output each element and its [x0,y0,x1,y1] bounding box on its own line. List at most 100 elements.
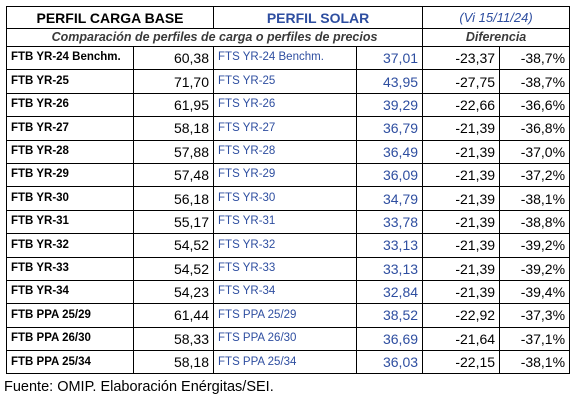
difference-percent: -37,3% [499,303,571,328]
base-price-value: 57,48 [132,162,215,188]
base-price-value: 58,33 [132,326,215,352]
difference-percent: -37,1% [499,326,571,352]
difference-percent: -39,4% [499,279,571,305]
base-product-name: FTB PPA 25/29 [6,303,134,328]
difference-absolute: -27,75 [422,69,501,94]
difference-absolute: -21,39 [422,162,501,188]
solar-product-name: FTS YR-25 [213,69,358,94]
difference-percent: -38,7% [499,45,571,71]
base-price-value: 61,44 [132,303,215,328]
solar-price-value: 36,09 [356,162,424,188]
table-row: FTB YR-33 54,52 FTS YR-33 33,13 -21,39 -39,2% [6,256,571,281]
header-row: PERFIL CARGA BASE PERFIL SOLAR (Vi 15/11… [5,6,571,29]
solar-product-name: FTS YR-26 [213,92,358,118]
solar-profile-title: PERFIL SOLAR [213,6,424,29]
table-row: FTB YR-32 54,52 FTS YR-32 33,13 -21,39 -39,2% [6,233,571,258]
table-row: FTB YR-25 71,70 FTS YR-25 43,95 -27,75 -38,7% [6,69,571,94]
solar-product-name: FTS YR-28 [213,139,358,164]
solar-price-value: 36,49 [356,139,424,164]
base-price-value: 56,18 [132,186,215,211]
base-product-name: FTB YR-30 [6,186,134,211]
solar-price-value: 36,03 [356,350,424,375]
base-product-name: FTB YR-25 [6,69,134,94]
solar-price-value: 33,13 [356,233,424,258]
solar-product-name: FTS YR-31 [213,209,358,235]
solar-price-value: 36,79 [356,116,424,141]
base-product-name: FTB PPA 26/30 [6,326,134,352]
difference-percent: -37,2% [499,162,571,188]
base-price-value: 55,17 [132,209,215,235]
difference-absolute: -21,39 [422,139,501,164]
table-row: FTB YR-34 54,23 FTS YR-34 32,84 -21,39 -39,4% [6,279,571,305]
table-row: FTB YR-31 55,17 FTS YR-31 33,78 -21,39 -38,8% [6,209,571,235]
solar-price-value: 32,84 [356,279,424,305]
difference-percent: -39,2% [499,233,571,258]
base-product-name: FTB PPA 25/34 [6,350,134,375]
base-product-name: FTB YR-28 [6,139,134,164]
solar-product-name: FTS PPA 25/29 [213,303,358,328]
solar-price-value: 33,13 [356,256,424,281]
solar-product-name: FTS YR-30 [213,186,358,211]
base-product-name: FTB YR-27 [6,116,134,141]
base-price-value: 61,95 [132,92,215,118]
solar-price-value: 39,29 [356,92,424,118]
difference-absolute: -21,39 [422,209,501,235]
solar-price-value: 36,69 [356,326,424,352]
table-row: FTB PPA 25/34 58,18 FTS PPA 25/34 36,03 -22,… [6,350,571,375]
base-price-value: 57,88 [132,139,215,164]
solar-product-name: FTS PPA 26/30 [213,326,358,352]
base-product-name: FTB YR-24 Benchm. [6,45,134,71]
solar-price-value: 33,78 [356,209,424,235]
difference-percent: -38,1% [499,350,571,375]
price-comparison-table: PERFIL CARGA BASE PERFIL SOLAR (Vi 15/11… [5,6,571,375]
base-price-value: 54,23 [132,279,215,305]
base-product-name: FTB YR-29 [6,162,134,188]
difference-absolute: -22,15 [422,350,501,375]
base-price-value: 58,18 [132,350,215,375]
difference-absolute: -21,39 [422,233,501,258]
base-price-value: 58,18 [132,116,215,141]
solar-product-name: FTS YR-24 Benchm. [213,45,358,71]
base-price-value: 54,52 [132,256,215,281]
solar-product-name: FTS YR-34 [213,279,358,305]
difference-absolute: -21,39 [422,186,501,211]
difference-percent: -36,6% [499,92,571,118]
solar-product-name: FTS PPA 25/34 [213,350,358,375]
solar-price-value: 43,95 [356,69,424,94]
table-body: PERFIL CARGA BASE PERFIL SOLAR (Vi 15/11… [5,6,571,375]
base-product-name: FTB YR-33 [6,256,134,281]
solar-price-value: 34,79 [356,186,424,211]
difference-absolute: -23,37 [422,45,501,71]
table-row: FTB YR-26 61,95 FTS YR-26 39,29 -22,66 -36,6% [6,92,571,118]
solar-price-value: 38,52 [356,303,424,328]
table-row: FTB PPA 26/30 58,33 FTS PPA 26/30 36,69 -21,… [6,326,571,352]
date-label: (Vi 15/11/24) [422,6,571,29]
solar-product-name: FTS YR-27 [213,116,358,141]
difference-absolute: -22,66 [422,92,501,118]
difference-percent: -38,7% [499,69,571,94]
difference-percent: -38,8% [499,209,571,235]
source-note: Fuente: OMIP. Elaboración Enérgitas/SEI. [4,379,274,395]
base-profile-title: PERFIL CARGA BASE [5,6,215,29]
comparison-label: Comparación de perfiles de carga o perfi… [5,28,424,47]
difference-absolute: -21,39 [422,256,501,281]
solar-product-name: FTS YR-33 [213,256,358,281]
base-product-name: FTB YR-31 [6,209,134,235]
subheader-row: Comparación de perfiles de carga o perfi… [5,28,571,47]
difference-absolute: -21,64 [422,326,501,352]
table-row: FTB YR-27 58,18 FTS YR-27 36,79 -21,39 -36,8% [6,116,571,141]
difference-absolute: -21,39 [422,279,501,305]
difference-label: Diferencia [422,28,571,47]
difference-percent: -36,8% [499,116,571,141]
difference-percent: -38,1% [499,186,571,211]
table-row: FTB YR-30 56,18 FTS YR-30 34,79 -21,39 -38,1% [6,186,571,211]
solar-product-name: FTS YR-32 [213,233,358,258]
base-price-value: 71,70 [132,69,215,94]
table-row: FTB YR-29 57,48 FTS YR-29 36,09 -21,39 -37,2% [6,162,571,188]
base-product-name: FTB YR-32 [6,233,134,258]
table-row: FTB YR-28 57,88 FTS YR-28 36,49 -21,39 -37,0% [6,139,571,164]
table-row: FTB YR-24 Benchm. 60,38 FTS YR-24 Benchm. 3… [6,45,571,71]
difference-percent: -37,0% [499,139,571,164]
solar-price-value: 37,01 [356,45,424,71]
base-price-value: 54,52 [132,233,215,258]
